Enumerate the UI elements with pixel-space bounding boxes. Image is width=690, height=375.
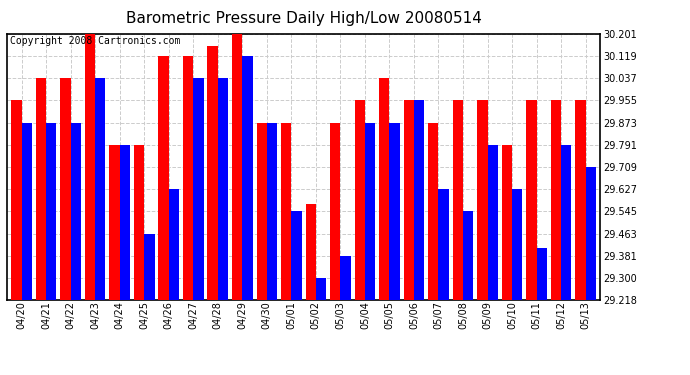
Bar bbox=[316, 278, 326, 300]
Bar bbox=[355, 100, 365, 300]
Bar bbox=[281, 123, 291, 300]
Bar bbox=[60, 78, 70, 300]
Bar bbox=[306, 204, 316, 300]
Bar bbox=[183, 56, 193, 300]
Bar bbox=[218, 78, 228, 300]
Text: Barometric Pressure Daily High/Low 20080514: Barometric Pressure Daily High/Low 20080… bbox=[126, 11, 482, 26]
Bar bbox=[551, 100, 561, 300]
Bar bbox=[119, 145, 130, 300]
Bar bbox=[242, 56, 253, 300]
Bar bbox=[267, 123, 277, 300]
Bar bbox=[537, 248, 547, 300]
Bar bbox=[365, 123, 375, 300]
Bar bbox=[330, 123, 340, 300]
Bar bbox=[340, 256, 351, 300]
Bar bbox=[438, 189, 449, 300]
Bar bbox=[11, 100, 21, 300]
Bar bbox=[169, 189, 179, 300]
Bar bbox=[85, 34, 95, 300]
Bar bbox=[488, 145, 497, 300]
Bar bbox=[389, 123, 400, 300]
Bar bbox=[561, 145, 571, 300]
Bar bbox=[144, 234, 155, 300]
Bar bbox=[110, 145, 119, 300]
Bar bbox=[46, 123, 57, 300]
Bar bbox=[379, 78, 389, 300]
Bar bbox=[21, 123, 32, 300]
Bar bbox=[291, 211, 302, 300]
Bar bbox=[232, 34, 242, 300]
Bar bbox=[512, 189, 522, 300]
Bar bbox=[208, 46, 218, 300]
Bar bbox=[575, 100, 586, 300]
Bar bbox=[463, 211, 473, 300]
Bar bbox=[404, 100, 414, 300]
Bar bbox=[428, 123, 438, 300]
Bar bbox=[526, 100, 537, 300]
Bar bbox=[95, 78, 106, 300]
Bar bbox=[257, 123, 267, 300]
Bar bbox=[453, 100, 463, 300]
Bar bbox=[36, 78, 46, 300]
Text: Copyright 2008 Cartronics.com: Copyright 2008 Cartronics.com bbox=[10, 36, 180, 46]
Bar bbox=[477, 100, 488, 300]
Bar bbox=[70, 123, 81, 300]
Bar bbox=[159, 56, 169, 300]
Bar bbox=[193, 78, 204, 300]
Bar bbox=[502, 145, 512, 300]
Bar bbox=[586, 167, 596, 300]
Bar bbox=[414, 100, 424, 300]
Bar bbox=[134, 145, 144, 300]
